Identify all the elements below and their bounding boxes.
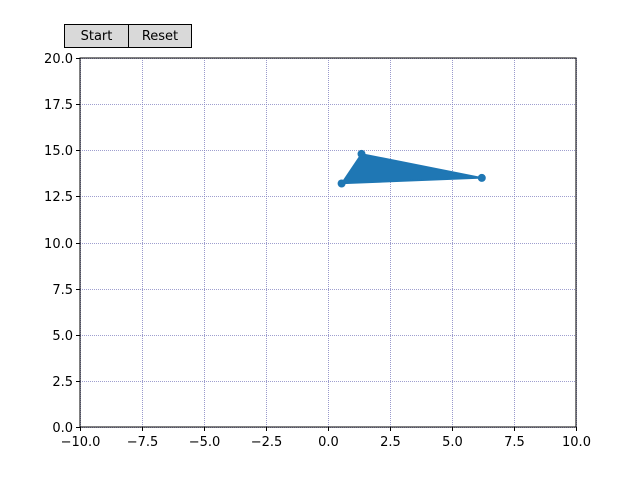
toolbar: Start Reset bbox=[64, 24, 192, 48]
x-tick-label: −5.0 bbox=[189, 435, 221, 450]
series-polygon bbox=[340, 153, 482, 185]
x-tick-label: 5.0 bbox=[442, 435, 463, 450]
start-button[interactable]: Start bbox=[64, 24, 129, 48]
y-tick-label: 7.5 bbox=[52, 283, 73, 298]
x-tick-label: 0.0 bbox=[318, 435, 339, 450]
y-tick-label: 10.0 bbox=[44, 237, 73, 252]
plot-frame bbox=[79, 57, 577, 428]
y-axis: 0.0 2.5 5.0 7.5 10.0 12.5 15.0 17.5 20.0 bbox=[44, 52, 80, 436]
x-tick-label: −2.5 bbox=[251, 435, 283, 450]
y-tick-label: 20.0 bbox=[44, 52, 73, 67]
data-point bbox=[477, 173, 486, 182]
y-tick-label: 15.0 bbox=[44, 144, 73, 159]
data-series bbox=[337, 149, 486, 188]
y-tick-label: 2.5 bbox=[52, 375, 73, 390]
y-tick-label: 12.5 bbox=[44, 190, 73, 205]
x-axis: −10.0 −7.5 −5.0 −2.5 0.0 2.5 5.0 7.5 10.0 bbox=[61, 427, 591, 450]
x-tick-label: −7.5 bbox=[127, 435, 159, 450]
x-tick-label: −10.0 bbox=[61, 435, 101, 450]
data-point bbox=[357, 149, 366, 158]
x-tick-label: 2.5 bbox=[380, 435, 401, 450]
y-tick-label: 0.0 bbox=[52, 421, 73, 436]
grid-lines bbox=[80, 58, 577, 428]
data-point bbox=[337, 179, 346, 188]
reset-button[interactable]: Reset bbox=[128, 24, 192, 48]
y-tick-label: 5.0 bbox=[52, 329, 73, 344]
x-tick-label: 7.5 bbox=[504, 435, 525, 450]
y-tick-label: 17.5 bbox=[44, 98, 73, 113]
x-tick-label: 10.0 bbox=[562, 435, 591, 450]
